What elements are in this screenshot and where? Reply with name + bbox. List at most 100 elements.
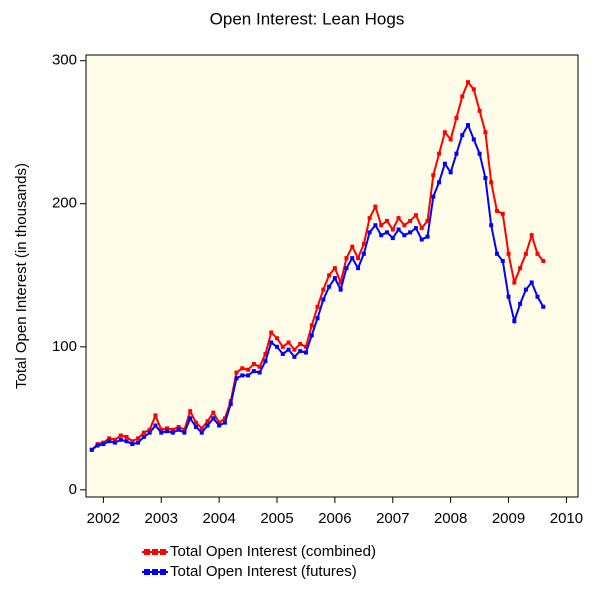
point — [437, 151, 442, 156]
point — [338, 280, 343, 285]
point — [199, 430, 204, 435]
point — [356, 256, 361, 261]
point — [211, 410, 216, 415]
point — [390, 236, 395, 241]
point — [408, 230, 413, 235]
point — [390, 227, 395, 232]
point — [217, 420, 222, 425]
point — [130, 439, 135, 444]
point — [332, 276, 337, 281]
point — [89, 447, 94, 452]
point — [211, 416, 216, 421]
point — [350, 244, 355, 249]
point — [222, 420, 227, 425]
point — [188, 416, 193, 421]
point — [512, 280, 517, 285]
point — [350, 256, 355, 261]
point — [489, 180, 494, 185]
point — [425, 218, 430, 223]
point — [95, 443, 100, 448]
point — [315, 316, 320, 321]
point — [321, 287, 326, 292]
point — [471, 87, 476, 92]
point — [471, 137, 476, 142]
point — [170, 430, 175, 435]
point — [234, 376, 239, 381]
point — [170, 427, 175, 432]
point — [379, 233, 384, 238]
point — [413, 213, 418, 218]
point — [437, 180, 442, 185]
point — [217, 423, 222, 428]
point — [251, 361, 256, 366]
point — [338, 287, 343, 292]
point — [361, 251, 366, 256]
point — [529, 233, 534, 238]
point — [327, 284, 332, 289]
point — [454, 151, 459, 156]
point — [280, 351, 285, 356]
point — [107, 439, 112, 444]
point — [188, 409, 193, 414]
chart-title: Open Interest: Lean Hogs — [210, 9, 405, 28]
point — [118, 437, 123, 442]
point — [425, 234, 430, 239]
point — [454, 115, 459, 120]
point — [240, 366, 245, 371]
legend-label: Total Open Interest (combined) — [170, 543, 376, 560]
point — [193, 424, 198, 429]
point — [332, 266, 337, 271]
point — [327, 273, 332, 278]
legend-label: Total Open Interest (futures) — [170, 563, 357, 580]
point — [408, 218, 413, 223]
point — [292, 354, 297, 359]
point — [153, 423, 158, 428]
point — [263, 359, 268, 364]
x-tick-label: 2010 — [550, 510, 583, 527]
point — [234, 370, 239, 375]
point — [367, 216, 372, 221]
point — [303, 350, 308, 355]
point — [222, 416, 227, 421]
point — [199, 426, 204, 431]
point — [124, 434, 129, 439]
y-tick-label: 300 — [52, 52, 77, 69]
point — [494, 251, 499, 256]
x-tick-label: 2009 — [492, 510, 525, 527]
point — [506, 251, 511, 256]
point — [384, 218, 389, 223]
point — [165, 429, 170, 434]
point — [448, 137, 453, 142]
point — [286, 340, 291, 345]
point — [136, 436, 141, 441]
point — [466, 123, 471, 128]
point — [442, 161, 447, 166]
point — [176, 424, 181, 429]
point — [413, 226, 418, 231]
point — [356, 266, 361, 271]
y-axis-label: Total Open Interest (in thousands) — [13, 163, 30, 389]
point — [275, 336, 280, 341]
point — [535, 294, 540, 299]
point — [269, 330, 274, 335]
point — [321, 297, 326, 302]
point — [298, 341, 303, 346]
point — [193, 420, 198, 425]
x-tick-label: 2002 — [87, 510, 120, 527]
point — [263, 351, 268, 356]
point — [141, 434, 146, 439]
point — [246, 367, 251, 372]
point — [523, 287, 528, 292]
point — [107, 436, 112, 441]
point — [182, 427, 187, 432]
point — [500, 211, 505, 216]
point — [396, 216, 401, 221]
point — [159, 427, 164, 432]
point — [384, 230, 389, 235]
point — [205, 423, 210, 428]
point — [367, 230, 372, 235]
point — [101, 442, 106, 447]
point — [124, 439, 129, 444]
point — [460, 94, 465, 99]
